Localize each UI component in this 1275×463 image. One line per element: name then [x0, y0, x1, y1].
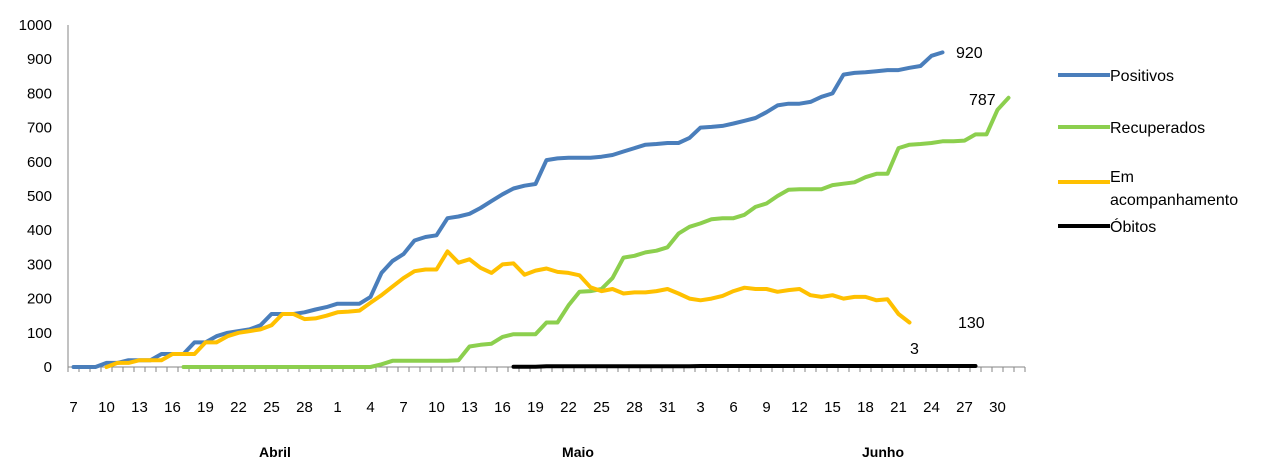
series-line-obitos: [511, 364, 978, 369]
y-tick-label: 600: [27, 154, 52, 171]
x-tick-label: 28: [626, 399, 643, 416]
x-tick-label: 18: [857, 399, 874, 416]
y-tick-label: 1000: [19, 17, 52, 34]
x-tick-label: 1: [333, 399, 341, 416]
x-tick-label: 22: [560, 399, 577, 416]
legend-item-recuperados: Recuperados: [1058, 120, 1205, 137]
x-tick-label: 9: [762, 399, 770, 416]
y-tick-label: 800: [27, 85, 52, 102]
x-tick-label: 22: [230, 399, 247, 416]
x-tick-label: 12: [791, 399, 808, 416]
end-label-recuperados: 787: [969, 92, 996, 109]
x-tick-label: 25: [593, 399, 610, 416]
x-tick-label: 3: [696, 399, 704, 416]
legend-label-recuperados: Recuperados: [1110, 120, 1205, 137]
y-tick-label: 500: [27, 188, 52, 205]
legend-item-em-acompanhamento: Em acompanhamento: [1058, 169, 1238, 209]
legend: Positivos Recuperados Em acompanhamento Ó…: [1058, 68, 1238, 236]
x-tick-label: 21: [890, 399, 907, 416]
legend-item-positivos: Positivos: [1058, 68, 1174, 85]
y-tick-label: 300: [27, 256, 52, 273]
x-tick-label: 24: [923, 399, 940, 416]
x-tick-label: 30: [989, 399, 1006, 416]
series-lines: [71, 50, 1011, 369]
x-tick-label: 31: [659, 399, 676, 416]
x-tick-label: 10: [98, 399, 115, 416]
x-tick-label: 7: [69, 399, 77, 416]
month-labels: Abril Maio Junho: [259, 444, 904, 460]
legend-item-obitos: Óbitos: [1058, 217, 1156, 236]
x-tick-label: 16: [494, 399, 511, 416]
legend-label-line: Em: [1110, 169, 1134, 186]
y-tick-label: 0: [44, 359, 52, 376]
x-tick-label: 7: [399, 399, 407, 416]
end-label-em-acompanhamento: 130: [958, 315, 985, 332]
y-tick-label: 400: [27, 222, 52, 239]
series-line-positivos: [71, 50, 945, 369]
legend-label-obitos: Óbitos: [1110, 217, 1156, 236]
x-tick-label: 13: [131, 399, 148, 416]
end-label-positivos: 920: [956, 45, 983, 62]
x-tick-label: 28: [296, 399, 313, 416]
legend-label-positivos: Positivos: [1110, 68, 1174, 85]
x-tick-label: 4: [366, 399, 374, 416]
x-tick-label: 15: [824, 399, 841, 416]
legend-label-em-acompanhamento: Em acompanhamento: [1110, 169, 1238, 209]
month-label-junho: Junho: [862, 444, 904, 460]
y-tick-label: 200: [27, 291, 52, 308]
month-label-maio: Maio: [562, 444, 594, 460]
x-tick-label: 27: [956, 399, 973, 416]
month-label-abril: Abril: [259, 444, 291, 460]
end-label-obitos: 3: [910, 341, 919, 358]
x-tick-label: 6: [729, 399, 737, 416]
legend-label-line: acompanhamento: [1110, 192, 1238, 209]
x-tick-label: 25: [263, 399, 280, 416]
y-tick-labels: 0 100 200 300 400 500 600 700 800 900 1000: [19, 17, 52, 376]
y-tick-label: 100: [27, 325, 52, 342]
y-tick-label: 900: [27, 51, 52, 68]
x-axis: 7 10 13 16 19 22 25 28 1 4 7 10 13 16 19 22 25 28 31 3 6 9 12 1…: [67, 366, 1026, 460]
x-tick-label: 16: [164, 399, 181, 416]
end-labels: 920 787 130 3: [910, 45, 996, 358]
x-tick-labels: 7 10 13 16 19 22 25 28 1 4 7 10 13 16 19 22 25 28 31 3 6 9 12 1…: [69, 399, 1006, 416]
x-tick-label: 19: [527, 399, 544, 416]
x-tick-label: 10: [428, 399, 445, 416]
y-axis: 0 100 200 300 400 500 600 700 800 900 1000: [19, 17, 69, 376]
x-tick-label: 19: [197, 399, 214, 416]
x-tick-label: 13: [461, 399, 478, 416]
series-line-em-acompanhamento: [104, 249, 912, 369]
y-tick-label: 700: [27, 120, 52, 137]
series-line-recuperados: [181, 95, 1011, 369]
